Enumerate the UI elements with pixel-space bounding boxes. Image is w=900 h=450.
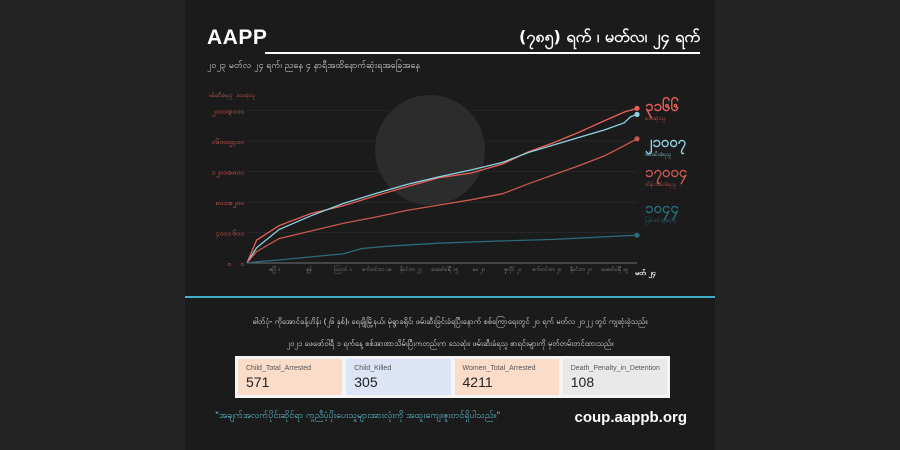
series-line — [246, 138, 638, 264]
x-tick-label: ဖေဖော်ဝါရီ ၁၅ — [432, 267, 459, 273]
y-tick-label: ၁၆၀၀၀ — [211, 138, 231, 146]
series-name-label: ထိန်းသိမ်းခံရသူ — [645, 180, 676, 189]
x-end-label: မတ် ၂၄ — [635, 269, 656, 279]
series-end-point — [634, 136, 640, 142]
page-subtitle: ၂၀၂၃ မတ်လ ၂၄ ရက်၊ ညနေ ၄ နာရီအထိနောက်ဆုံး… — [207, 61, 421, 71]
left-border — [0, 0, 185, 450]
x-tick-label: စက်တင်ဘာ ၁၈ — [362, 267, 392, 273]
portrait-photo — [375, 95, 485, 205]
section-divider — [185, 296, 715, 298]
series-total-label: ၁၀၄၄ — [645, 199, 679, 221]
y-tick-label: ၈၀၀၀ — [215, 199, 231, 207]
y-tick-label: ၁၂၀၀၀ — [212, 169, 231, 178]
photo-caption-line1: ဓါတ်ပုံ- ကိုအောင်ခန့်ဟိန်း (၂၆ နှစ်)၊ ရေ… — [252, 317, 648, 326]
stat-card-child-arrested: Child_Total_Arrested 571 — [238, 359, 343, 395]
stat-card-death-penalty: Death_Penalty_in_Detention 108 — [562, 359, 667, 395]
x-tick-label: ဩဂုတ် ၁ — [334, 266, 352, 273]
right-border — [715, 0, 900, 450]
title-divider — [265, 52, 700, 54]
y-axis-label-secondary: သေဆုံးသူ — [237, 93, 256, 99]
stat-value: 4211 — [462, 373, 493, 390]
website-link[interactable]: coup.aappb.org — [574, 409, 688, 426]
stat-value: 108 — [570, 373, 595, 390]
thanks-note: "အချက်အလက်ပိုင်းဆိုင်ရာ ကူညီပံ့ပိုးပေးသူ… — [215, 411, 501, 421]
x-tick-label: မေ ၂၀ — [473, 267, 487, 273]
series-name-label: ပြစ်ဒဏ်ချခံရသူ — [645, 215, 676, 225]
series-total-label: ၃၁၆၆ — [645, 96, 679, 119]
series-end-point — [634, 105, 640, 111]
y-tick-label-secondary: ၂၄၀၀ — [228, 138, 244, 147]
series-line — [246, 234, 638, 264]
x-tick-label: ဖေဖော်ဝါရီ ၁၉ — [602, 267, 629, 273]
y-tick-label: ၄၀၀၀ — [215, 230, 231, 239]
y-tick-label-secondary: ၀ — [240, 260, 244, 268]
stat-label: Child_Killed — [354, 364, 392, 372]
stat-label: Women_Total_Arrested — [462, 364, 536, 372]
stat-value: 305 — [354, 373, 378, 390]
y-axis-label: ဖမ်းဆီးခံရသူ — [209, 93, 233, 99]
stat-label: Child_Total_Arrested — [246, 364, 311, 372]
stat-label: Death_Penalty_in_Detention — [570, 364, 660, 372]
y-tick-label-secondary: ၆၀၀ — [232, 230, 244, 238]
stats-panel: Child_Total_Arrested 571 Child_Killed 30… — [235, 356, 670, 398]
x-tick-label: နိုဝင်ဘာ ၂၇ — [400, 267, 423, 273]
brand-title: AAPP — [207, 26, 268, 49]
photo-caption-line2: ၂၀၂၁ ဖေဖော်ဝါရီ ၁ ရက်နေ့ စစ်အာဏာသိမ်းပြီ… — [286, 339, 614, 348]
series-name-label: ဖမ်းဆီးခံရသူ — [645, 150, 671, 159]
series-line — [246, 107, 638, 264]
series-end-point — [634, 232, 640, 238]
x-tick-label: ဇူလိုင် ၂၁ — [504, 267, 521, 273]
x-tick-label: ဧပြီ ၁ — [270, 266, 281, 273]
x-tick-label: စက်တင်ဘာ ၂၀ — [532, 267, 562, 273]
y-tick-label: ၂၀၀၀၀ — [211, 108, 231, 117]
series-line — [246, 113, 638, 264]
stat-value: 571 — [246, 373, 270, 390]
x-tick-label: နိုဝင်ဘာ ၂၀ — [570, 267, 594, 273]
stat-card-women-arrested: Women_Total_Arrested 4211 — [454, 359, 559, 395]
y-tick-label-secondary: ၃၀၀၀ — [228, 108, 244, 117]
y-tick-label-secondary: ၁၂၀၀ — [229, 199, 244, 208]
y-tick-label: ၀ — [227, 260, 231, 268]
series-total-label: ၁၇၀၀၄ — [645, 163, 688, 185]
y-tick-label-secondary: ၁၈၀၀ — [228, 169, 244, 177]
series-end-point — [634, 111, 640, 118]
series-name-label: သေဆုံးသူ — [645, 115, 665, 123]
x-tick-label: ဇွန် — [306, 267, 312, 273]
series-total-label: ၂၁၀၀၇ — [645, 133, 687, 155]
date-title: (၇၈၅) ရက် ၊ မတ်လ၊ ၂၄ ရက် — [519, 27, 700, 46]
stat-card-child-killed: Child_Killed 305 — [346, 359, 451, 395]
